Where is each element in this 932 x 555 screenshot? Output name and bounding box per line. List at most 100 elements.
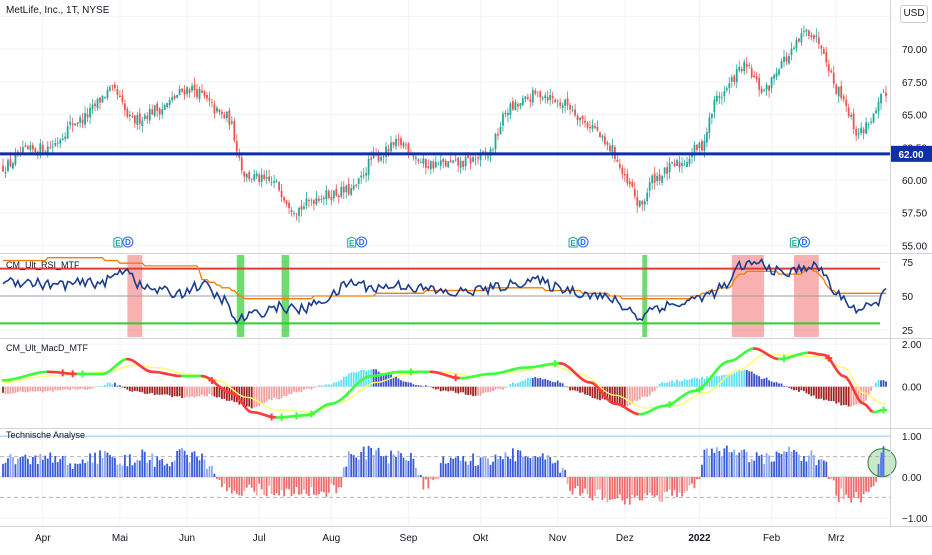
candle-body [815, 36, 817, 38]
macd-histogram-bar [136, 387, 138, 392]
macd-indicator-title[interactable]: CM_Ult_MacD_MTF [6, 343, 88, 353]
macd-histogram-bar [684, 379, 686, 387]
macd-histogram-bar [753, 374, 755, 387]
ta-bar [577, 477, 579, 486]
ta-bar [455, 458, 457, 477]
candle-body [788, 56, 790, 63]
ta-bar [704, 450, 706, 477]
macd-histogram-bar [427, 386, 429, 387]
ta-bar [589, 477, 591, 498]
rsi-pane[interactable] [0, 255, 886, 337]
candle-body [808, 31, 810, 36]
candle-body [360, 176, 362, 178]
ta-bar [238, 477, 240, 495]
ta-bar [462, 456, 464, 477]
ta-bar [201, 454, 203, 477]
ta-bar [669, 477, 671, 490]
ta-bar [609, 477, 611, 500]
ta-bar [514, 461, 516, 477]
rsi-indicator-title[interactable]: CM_Ult_RSI_MTF [6, 260, 80, 270]
macd-histogram-bar [154, 387, 156, 395]
candle-body [241, 158, 243, 171]
ta-bar [308, 477, 310, 496]
technical-analysis-title[interactable]: Technische Analyse [6, 430, 85, 440]
macd-pane[interactable] [2, 348, 887, 420]
candle-body [676, 160, 678, 166]
ta-bar [587, 477, 589, 494]
candle-body [74, 124, 76, 126]
ta-bar [450, 458, 452, 477]
candle-body [99, 98, 101, 103]
macd-histogram-bar [99, 386, 101, 387]
ta-bar [756, 452, 758, 477]
ta-bar [490, 465, 492, 477]
macd-histogram-bar [281, 387, 283, 398]
ta-bar [325, 477, 327, 497]
macd-histogram-bar [587, 387, 589, 395]
candle-body [860, 128, 862, 134]
candle-body [594, 126, 596, 128]
ta-bar [574, 477, 576, 488]
macd-histogram-bar [390, 375, 392, 387]
macd-histogram-bar [226, 387, 228, 401]
ta-bar [723, 448, 725, 477]
candle-body [223, 115, 225, 119]
candle-body [587, 123, 589, 128]
candle-body [154, 105, 156, 116]
ta-bar [517, 450, 519, 477]
macd-histogram-bar [54, 387, 56, 390]
macd-histogram-bar [141, 387, 143, 393]
macd-histogram-bar [589, 387, 591, 396]
earnings-badge-label: E [115, 239, 121, 248]
ta-bar [500, 456, 502, 477]
candle-body [726, 88, 728, 90]
candle-body [62, 138, 64, 140]
macd-histogram-bar [62, 387, 64, 390]
macd-histogram-bar [796, 387, 798, 390]
macd-axis-tick-label: 0.00 [902, 383, 922, 394]
ta-bar [191, 452, 193, 477]
ta-bar [482, 457, 484, 477]
candle-body [422, 158, 424, 163]
candle-body [121, 96, 123, 102]
macd-histogram-bar [751, 372, 753, 387]
ta-bar [253, 477, 255, 492]
candle-body [388, 149, 390, 152]
ta-bar [17, 459, 19, 477]
macd-histogram-bar [674, 382, 676, 386]
macd-histogram-bar [432, 387, 434, 389]
currency-button[interactable]: USD [900, 5, 928, 23]
macd-histogram-bar [582, 387, 584, 393]
macd-histogram-bar [378, 372, 380, 387]
macd-histogram-bar [403, 381, 405, 386]
candle-body [845, 100, 847, 106]
ta-bar [233, 477, 235, 491]
ta-bar [348, 451, 350, 477]
ta-bar [788, 447, 790, 477]
ta-bar [231, 477, 233, 494]
candle-body [584, 121, 586, 123]
macd-histogram-bar [52, 387, 54, 392]
macd-histogram-bar [330, 385, 332, 387]
ta-bar [164, 465, 166, 477]
ta-bar [838, 477, 840, 502]
macd-histogram-bar [318, 385, 320, 386]
macd-histogram-bar [92, 387, 94, 389]
macd-histogram-bar [592, 387, 594, 398]
technical-analysis-pane[interactable] [0, 436, 896, 505]
ta-bar [368, 446, 370, 477]
macd-histogram-bar [691, 378, 693, 386]
candle-body [253, 174, 255, 180]
ta-bar [112, 457, 114, 477]
macd-histogram-bar [216, 387, 218, 398]
candle-body [191, 86, 193, 91]
macd-histogram-bar [179, 387, 181, 396]
macd-histogram-bar [873, 387, 875, 388]
ta-bar [291, 477, 293, 496]
macd-histogram-bar [671, 381, 673, 387]
ta-bar [860, 477, 862, 503]
candle-body [308, 200, 310, 201]
candle-body [624, 174, 626, 176]
